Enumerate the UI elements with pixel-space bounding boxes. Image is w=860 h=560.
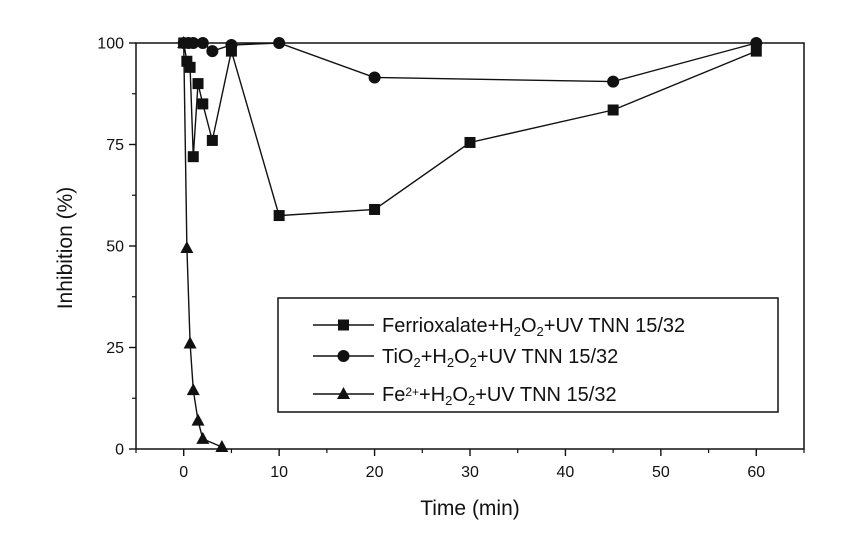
legend-marker-square xyxy=(338,319,349,331)
series-layer xyxy=(177,36,763,452)
data-point-square xyxy=(181,55,193,67)
legend: Ferrioxalate+H2O2+UV TNN 15/32 TiO2+H2O2+… xyxy=(277,297,779,413)
data-point-triangle xyxy=(186,383,200,396)
data-point-square xyxy=(750,45,762,57)
series-triangle xyxy=(177,36,229,452)
data-point-circle xyxy=(196,37,209,49)
x-tick-label: 10 xyxy=(270,464,288,481)
data-point-triangle xyxy=(215,439,229,452)
data-point-square xyxy=(369,203,381,215)
y-tick-label: 75 xyxy=(106,137,124,154)
x-tick-label: 40 xyxy=(557,464,575,481)
data-point-circle xyxy=(607,75,620,88)
data-point-square xyxy=(187,151,199,163)
x-axis-title: Time (min) xyxy=(420,497,520,520)
y-tick-label: 0 xyxy=(115,442,124,459)
data-point-circle xyxy=(225,39,238,52)
data-point-square xyxy=(273,210,285,222)
data-point-triangle xyxy=(180,241,194,254)
data-point-square xyxy=(225,45,237,57)
data-point-triangle xyxy=(183,336,197,349)
x-tick-label: 60 xyxy=(747,464,765,481)
legend-label: Ferrioxalate+H2O2+UV TNN 15/32 xyxy=(382,315,685,339)
y-tick-label: 50 xyxy=(106,239,124,256)
data-point-circle xyxy=(750,37,763,49)
data-point-square xyxy=(206,134,218,146)
data-point-square xyxy=(607,104,619,116)
legend-box xyxy=(277,297,779,413)
y-tick-label: 25 xyxy=(106,340,124,357)
legend-marker-triangle xyxy=(337,387,350,399)
data-point-circle xyxy=(206,45,219,58)
legend-label: Fe2++H2O2+UV TNN 15/32 xyxy=(382,384,617,408)
data-point-square xyxy=(184,61,196,73)
data-point-triangle xyxy=(191,413,205,426)
y-tick-label: 100 xyxy=(97,36,124,53)
x-tick-label: 30 xyxy=(461,464,479,481)
data-point-circle xyxy=(187,37,200,49)
x-tick-label: 20 xyxy=(366,464,384,481)
data-point-triangle xyxy=(196,431,210,444)
legend-label: TiO2+H2O2+UV TNN 15/32 xyxy=(382,346,618,370)
y-axis: 0 25 50 75 100 xyxy=(97,36,136,459)
data-point-square xyxy=(197,98,209,110)
x-tick-label: 50 xyxy=(652,464,670,481)
legend-marker-circle xyxy=(337,350,350,362)
x-axis: 0 10 20 30 40 50 60 xyxy=(135,449,805,481)
x-tick-label: 0 xyxy=(179,464,188,481)
y-axis-title: Inhibition (%) xyxy=(54,187,77,310)
data-point-square xyxy=(192,78,204,90)
data-point-circle xyxy=(368,71,381,84)
data-point-triangle xyxy=(177,36,191,48)
data-point-square xyxy=(464,136,476,148)
series-circle xyxy=(177,37,763,88)
data-point-circle xyxy=(273,37,286,49)
